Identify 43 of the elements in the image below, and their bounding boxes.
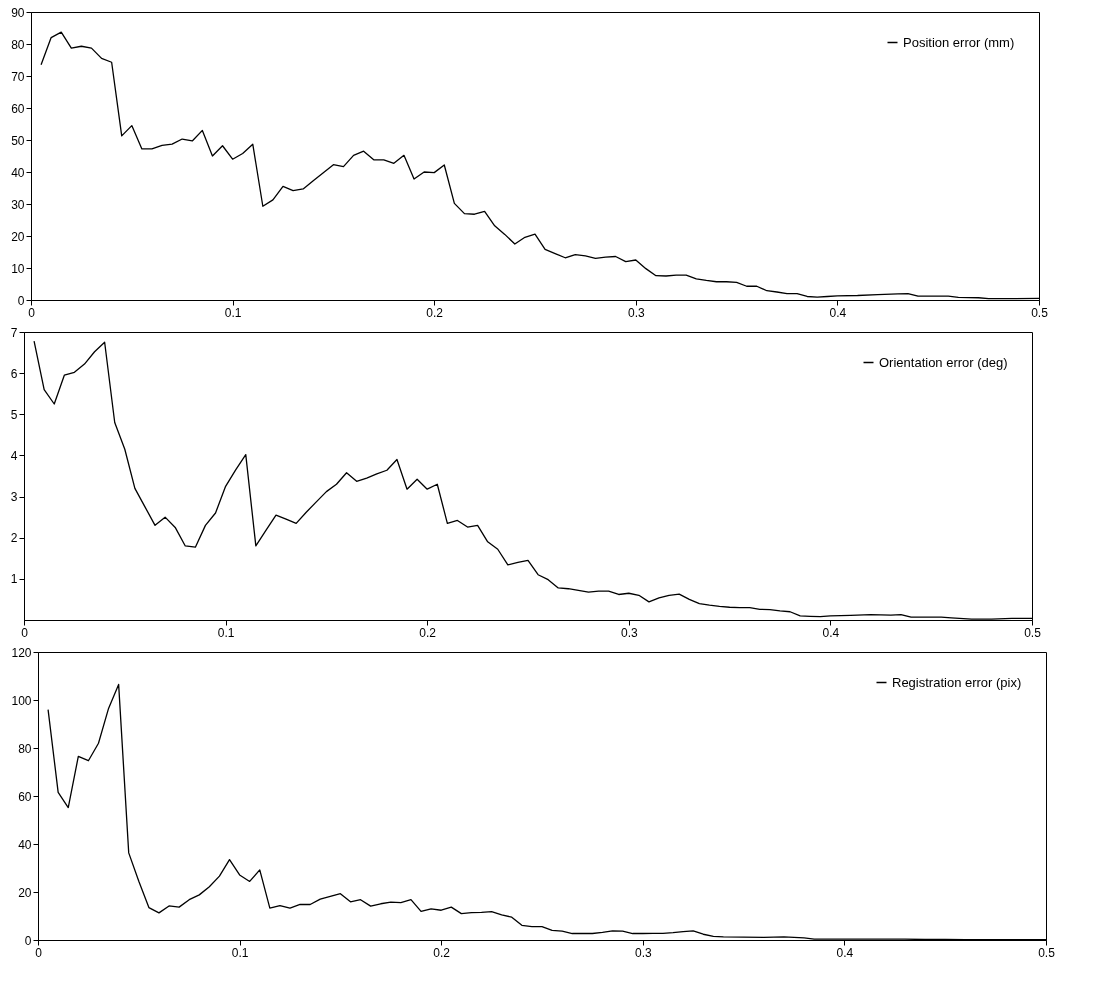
- x-tick-label: 0.5: [1024, 625, 1042, 640]
- y-tick-label: 6: [10, 366, 18, 381]
- x-tick-label: 0.4: [822, 625, 840, 640]
- y-tick-label: 100: [11, 693, 32, 708]
- x-tick-label: 0: [35, 945, 43, 960]
- y-tick-label: 4: [10, 448, 18, 463]
- y-tick-label: 60: [11, 101, 25, 116]
- x-tick-label: 0.2: [433, 945, 451, 960]
- y-tick-label: 60: [18, 789, 32, 804]
- x-tick-label: 0.5: [1038, 945, 1056, 960]
- y-tick-label: 40: [11, 165, 25, 180]
- legend-label: Position error (mm): [903, 34, 1015, 50]
- x-tick-label: 0.1: [217, 625, 235, 640]
- y-tick-label: 70: [11, 69, 25, 84]
- x-tick-label: 0.3: [627, 305, 645, 320]
- y-tick-label: 80: [18, 741, 32, 756]
- y-tick-label: 1: [10, 572, 18, 587]
- legend-label: Registration error (pix): [892, 674, 1022, 690]
- y-tick-label: 50: [11, 133, 25, 148]
- x-tick-label: 0.1: [224, 305, 242, 320]
- x-tick-label: 0.3: [634, 945, 652, 960]
- x-tick-label: 0.2: [426, 305, 444, 320]
- y-tick-label: 30: [11, 197, 25, 212]
- x-tick-label: 0.5: [1031, 305, 1049, 320]
- x-tick-label: 0.1: [231, 945, 249, 960]
- y-tick-label: 0: [17, 293, 25, 308]
- legend-label: Orientation error (deg): [879, 354, 1008, 370]
- y-tick-label: 3: [10, 490, 18, 505]
- y-tick-label: 5: [10, 407, 18, 422]
- y-tick-label: 20: [18, 885, 32, 900]
- y-tick-label: 7: [10, 325, 18, 340]
- x-tick-label: 0.3: [620, 625, 638, 640]
- y-tick-label: 20: [11, 229, 25, 244]
- y-tick-label: 120: [11, 645, 32, 660]
- x-tick-label: 0.4: [829, 305, 847, 320]
- y-tick-label: 80: [11, 37, 25, 52]
- y-tick-label: 90: [11, 5, 25, 20]
- y-tick-label: 2: [10, 531, 18, 546]
- x-tick-label: 0.4: [836, 945, 854, 960]
- y-tick-label: 0: [24, 933, 32, 948]
- x-tick-label: 0.2: [419, 625, 437, 640]
- y-tick-label: 40: [18, 837, 32, 852]
- y-tick-label: 10: [11, 261, 25, 276]
